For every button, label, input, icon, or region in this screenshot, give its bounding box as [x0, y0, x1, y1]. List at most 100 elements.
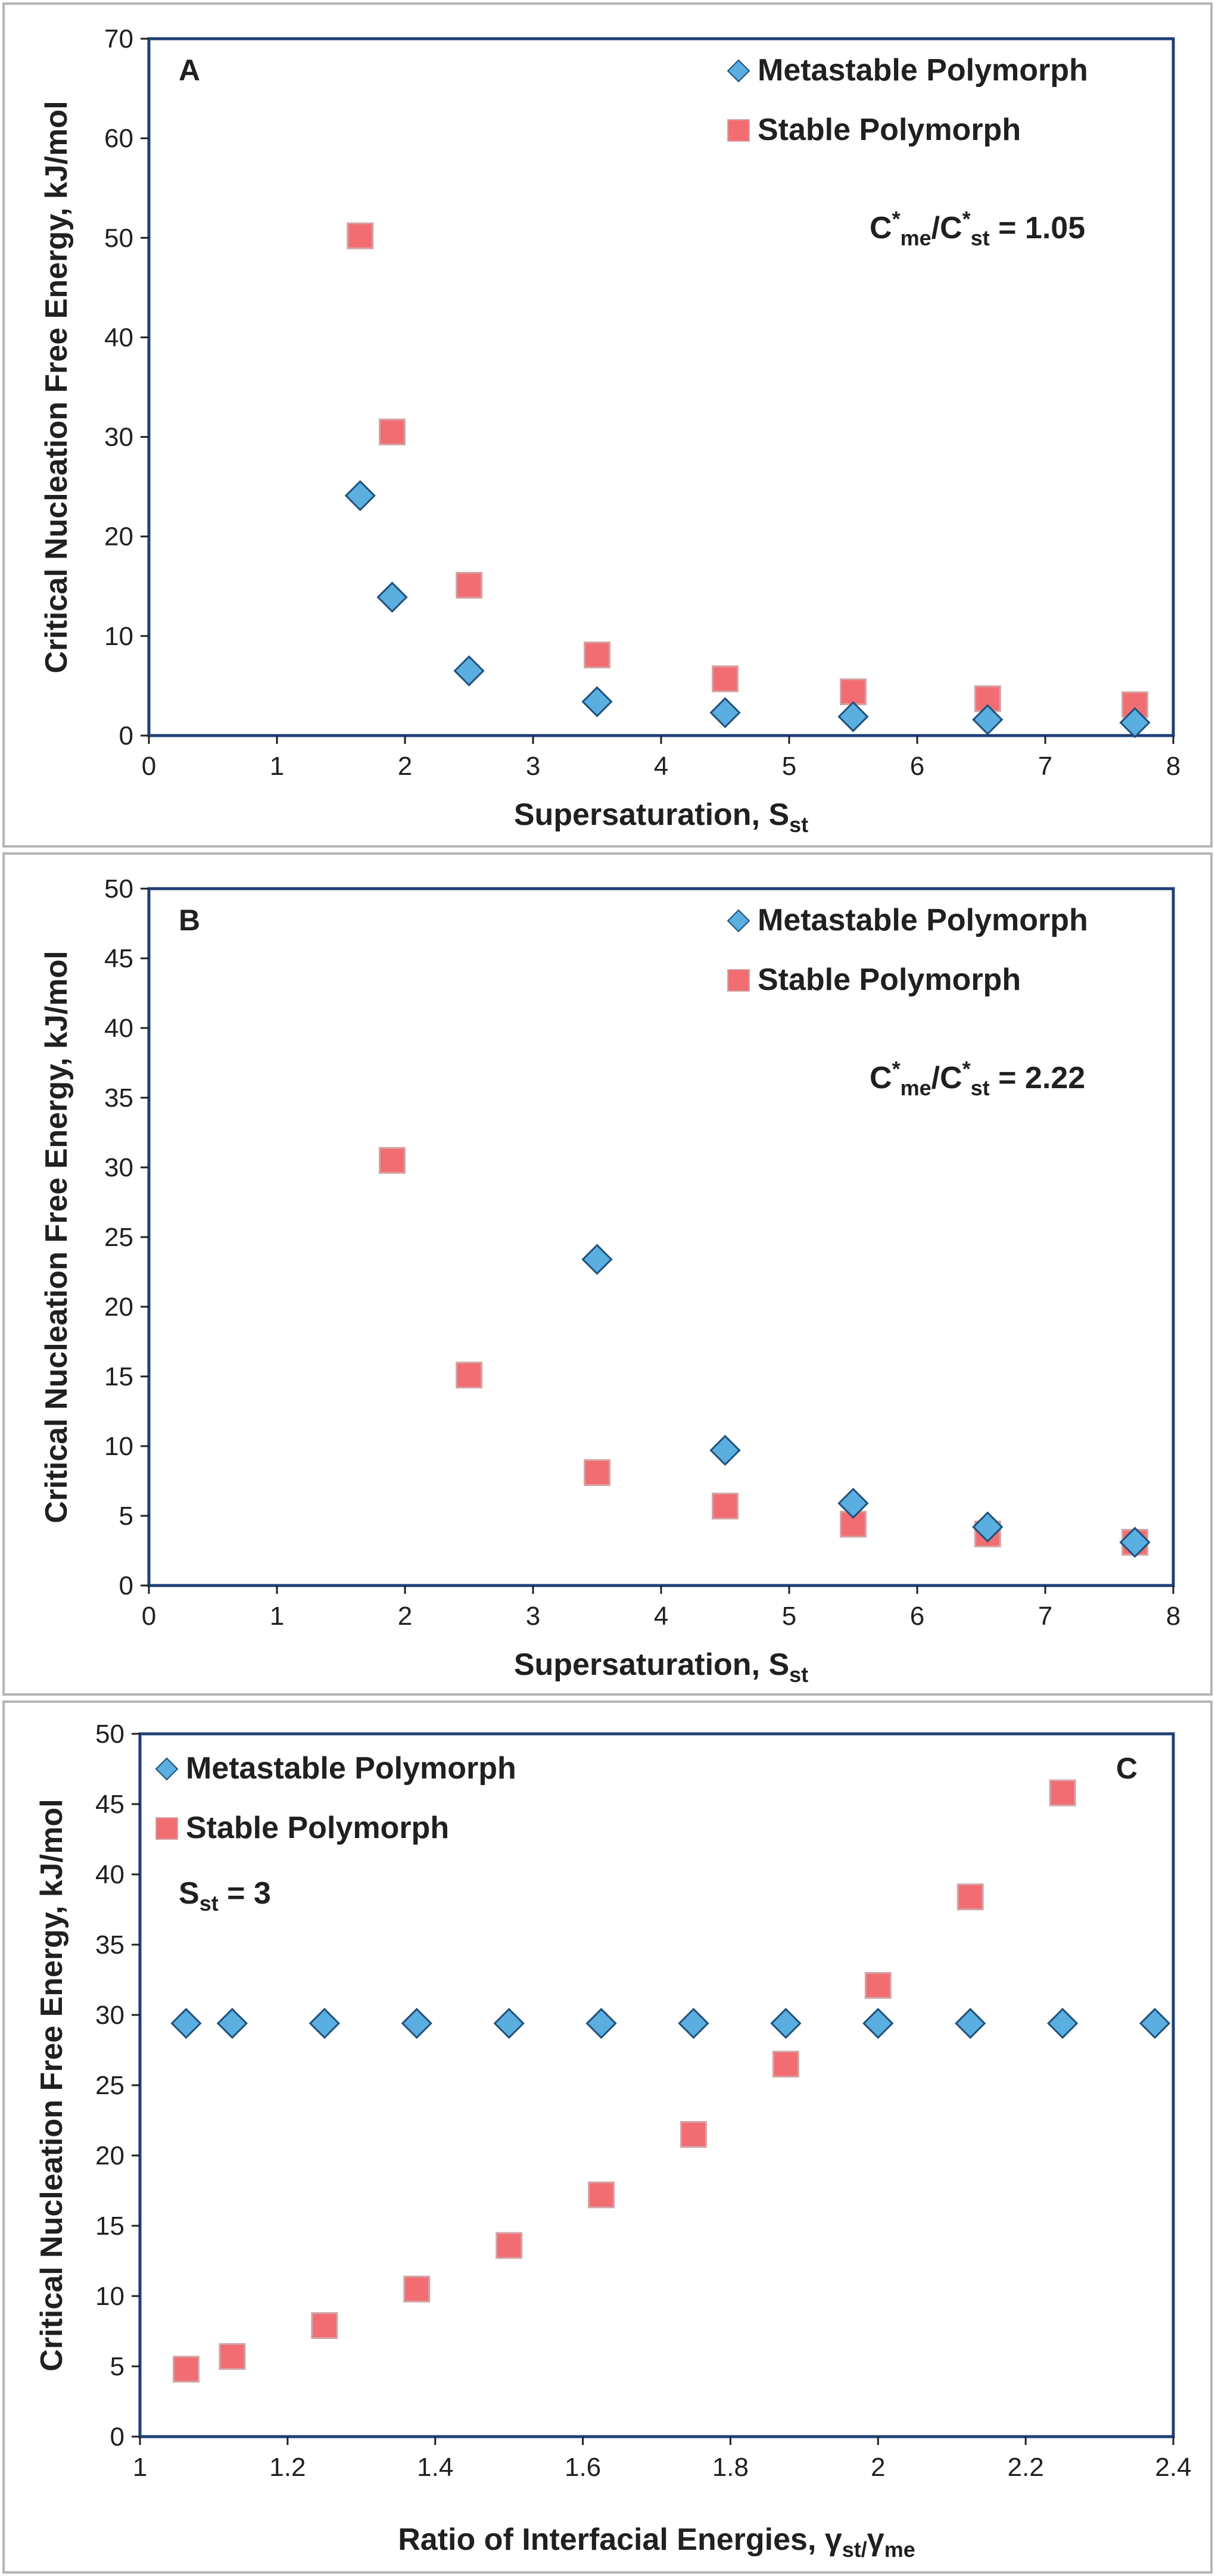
metastable-point [453, 655, 485, 687]
metastable-point [376, 581, 408, 613]
panel-label: C [1116, 1752, 1138, 1785]
metastable-point [1119, 707, 1151, 739]
metastable-point [709, 1434, 741, 1466]
x-tick-label: 2 [398, 752, 412, 781]
stable-point [864, 1971, 892, 1999]
stable-point [712, 1493, 739, 1520]
panel-frame [2, 1700, 1213, 2574]
stable-point [172, 2356, 200, 2383]
y-tick-label: 30 [104, 423, 133, 452]
x-tick-label: 7 [1038, 1602, 1052, 1631]
x-tick-label: 1 [270, 752, 284, 781]
annotation-superscript: * [962, 207, 971, 231]
stable-point [379, 1147, 406, 1174]
legend-label: Metastable Polymorph [758, 53, 1088, 88]
panel-frame [2, 2, 1213, 848]
y-tick-label: 25 [95, 2071, 124, 2100]
metastable-point [972, 1511, 1004, 1543]
y-tick-label: 20 [104, 522, 133, 552]
x-tick-label: 1 [133, 2453, 147, 2482]
x-axis-title-main: Supersaturation, S [514, 798, 789, 832]
x-tick-label: 3 [526, 1602, 540, 1631]
stable-point [584, 641, 610, 669]
y-tick-label: 20 [95, 2141, 124, 2170]
y-tick-label: 50 [104, 874, 133, 904]
x-axis-title: Supersaturation, Sst [514, 1647, 808, 1687]
x-axis-title-main: Ratio of Interfacial Energies, γ [398, 2522, 842, 2557]
x-tick-label: 8 [1166, 1602, 1180, 1631]
metastable-point [1119, 1527, 1151, 1558]
stable-point [1049, 1779, 1076, 1806]
metastable-point [862, 2008, 894, 2039]
x-tick-label: 2 [398, 1602, 412, 1631]
annotation-part: C [870, 211, 892, 245]
metastable-point [344, 480, 376, 512]
metastable-point [493, 2008, 525, 2039]
metastable-point [1139, 2008, 1171, 2039]
stable-point [456, 572, 482, 599]
annotation-subscript: st [971, 226, 990, 250]
y-tick-label: 40 [95, 1860, 124, 1889]
y-tick-label: 10 [95, 2282, 124, 2311]
y-tick-label: 10 [104, 1432, 133, 1461]
y-tick-label: 25 [104, 1223, 133, 1252]
x-tick-label: 6 [910, 1602, 924, 1631]
y-tick-label: 0 [119, 1571, 133, 1600]
annotation-superscript: * [892, 207, 901, 231]
panel-frame [2, 852, 1213, 1696]
stable-point [403, 2275, 431, 2303]
y-tick-label: 10 [104, 622, 133, 651]
stable-point [840, 678, 867, 705]
x-axis-title-subscript: st [789, 1662, 808, 1687]
legend-stable-marker [727, 969, 750, 992]
y-tick-label: 0 [110, 2422, 124, 2452]
x-tick-label: 6 [910, 752, 924, 781]
x-tick-label: 8 [1166, 752, 1180, 781]
y-tick-label: 60 [104, 124, 133, 153]
metastable-point [770, 2008, 802, 2039]
annotation-part: = 1.05 [990, 211, 1085, 245]
x-tick-label: 1.8 [712, 2453, 749, 2482]
stable-point [680, 2121, 707, 2148]
legend-metastable-marker [155, 1757, 179, 1781]
x-tick-label: 0 [142, 1602, 156, 1631]
y-tick-label: 0 [119, 721, 133, 750]
y-tick-label: 40 [104, 1014, 133, 1043]
stable-point [456, 1362, 482, 1389]
chart-panel-a: 0 10 20 30 40 50 60 70 0 1 2 3 4 5 6 7 8 Supersaturation,… [0, 0, 1215, 850]
stable-point [584, 1459, 610, 1486]
y-axis-title: Critical Nucleation Free Energy, kJ/mol [39, 101, 74, 673]
legend-label: Metastable Polymorph [758, 903, 1088, 937]
stable-point [379, 418, 406, 446]
y-tick-label: 15 [104, 1362, 133, 1391]
y-tick-label: 5 [119, 1502, 133, 1531]
y-tick-label: 35 [104, 1083, 133, 1113]
x-tick-label: 1.6 [565, 2453, 601, 2482]
y-tick-label: 30 [95, 2001, 124, 2030]
annotation-part: /C [932, 1061, 962, 1095]
metastable-point [972, 704, 1004, 736]
ratio-annotation: C*me/C*st = 1.05 [870, 207, 1085, 250]
x-axis-title-tail: γ [867, 2522, 884, 2557]
stable-point [588, 2181, 615, 2209]
x-tick-label: 1.2 [269, 2453, 306, 2482]
x-tick-label: 0 [142, 752, 156, 781]
stable-point [772, 2051, 799, 2078]
y-tick-label: 70 [104, 24, 133, 54]
stable-point [347, 222, 374, 250]
legend-metastable-marker [727, 59, 750, 83]
legend-stable-marker [155, 1817, 178, 1840]
x-tick-label: 4 [654, 1602, 668, 1631]
x-axis-title: Supersaturation, Sst [514, 798, 808, 837]
x-axis-title-subscript: st [789, 812, 808, 837]
stable-point [712, 665, 739, 693]
legend-label: Stable Polymorph [758, 963, 1021, 997]
metastable-point [309, 2008, 340, 2039]
x-tick-label: 1 [270, 1602, 284, 1631]
y-tick-label: 50 [104, 223, 133, 253]
metastable-point [678, 2008, 709, 2039]
metastable-point [837, 701, 869, 733]
y-tick-label: 50 [95, 1720, 124, 1749]
stable-point [219, 2343, 246, 2370]
